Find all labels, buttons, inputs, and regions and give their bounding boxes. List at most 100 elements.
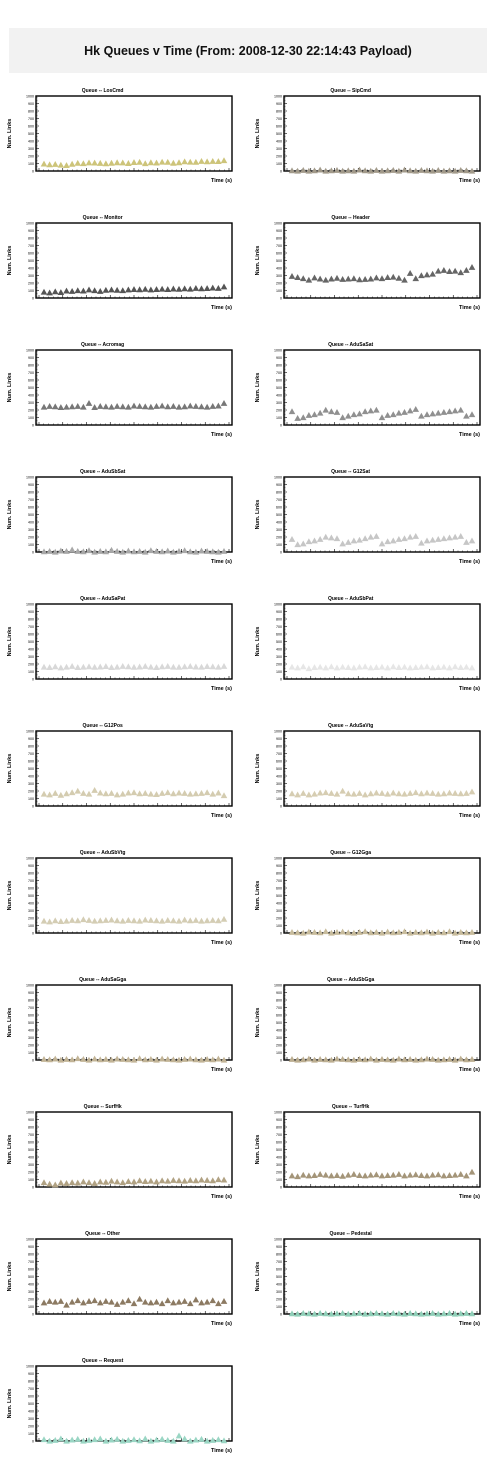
data-point-marker	[339, 928, 346, 935]
y-tick-label: 0	[32, 678, 34, 682]
y-tick-label: 0	[32, 297, 34, 301]
data-point-marker	[288, 167, 296, 174]
y-tick-label: 0	[280, 1186, 282, 1190]
data-point-marker	[102, 663, 110, 670]
data-point-marker	[40, 1299, 48, 1306]
y-tick-label: 200	[28, 536, 34, 540]
chart-title: Queue -- AduSaSat	[328, 342, 373, 348]
y-tick-label: 200	[276, 663, 282, 667]
data-point-marker	[294, 791, 301, 798]
data-point-marker	[175, 789, 183, 796]
y-tick-label: 900	[276, 991, 282, 995]
data-point-marker	[440, 266, 448, 273]
y-tick-label: 700	[28, 625, 34, 629]
chart-panel: Queue -- AduSaVtg Num. Links Time (s) 0 100 2…	[255, 723, 481, 819]
y-tick-label: 0	[32, 805, 34, 809]
data-point-marker	[147, 663, 155, 670]
data-point-marker	[96, 402, 104, 409]
data-point-marker	[344, 664, 352, 671]
data-point-marker	[170, 548, 177, 555]
data-point-marker	[305, 276, 313, 283]
chart-title: Queue -- AduSbPat	[328, 596, 374, 602]
data-point-marker	[344, 538, 352, 545]
data-point-marker	[339, 275, 346, 282]
data-point-marker	[51, 1181, 59, 1188]
data-point-marker	[389, 1309, 397, 1316]
data-point-marker	[361, 167, 369, 174]
data-point-marker	[51, 1055, 59, 1062]
data-point-marker	[220, 1437, 228, 1444]
y-tick-label: 400	[28, 1410, 34, 1414]
data-point-marker	[119, 662, 127, 669]
data-point-marker	[170, 1056, 177, 1063]
data-point-marker	[423, 1310, 431, 1317]
y-tick-label: 700	[28, 117, 34, 121]
x-axis-label: Time (s)	[459, 559, 480, 565]
data-point-marker	[209, 548, 217, 555]
data-point-marker	[158, 663, 166, 670]
y-tick-label: 800	[28, 1126, 34, 1130]
chart-title: Queue -- AduSaVtg	[328, 723, 373, 729]
data-point-marker	[401, 663, 408, 670]
data-point-marker	[294, 1056, 301, 1063]
y-tick-label: 700	[28, 371, 34, 375]
data-point-marker	[102, 160, 110, 167]
data-point-marker	[457, 790, 465, 797]
y-tick-label: 500	[28, 386, 34, 390]
data-point-marker	[80, 1437, 87, 1444]
data-point-marker	[220, 1176, 228, 1183]
data-point-marker	[299, 540, 307, 547]
data-point-marker	[215, 158, 222, 165]
y-tick-label: 200	[28, 155, 34, 159]
data-point-marker	[457, 532, 465, 539]
data-point-marker	[463, 1172, 470, 1179]
data-point-marker	[108, 1056, 115, 1063]
data-point-marker	[80, 160, 87, 167]
y-tick-label: 900	[28, 102, 34, 106]
y-tick-label: 0	[32, 170, 34, 174]
chart-title: Queue -- Monitor	[83, 215, 123, 221]
data-point-marker	[311, 1172, 318, 1179]
y-tick-label: 600	[276, 633, 282, 637]
data-point-marker	[85, 547, 93, 554]
chart-panel: Queue -- AduSaSat Num. Links Time (s) 0 100 2…	[255, 342, 481, 438]
data-point-marker	[130, 1436, 138, 1443]
data-point-marker	[311, 790, 318, 797]
y-tick-label: 100	[276, 797, 282, 801]
data-point-marker	[108, 1436, 115, 1443]
chart-title: Queue -- AduSbSat	[80, 469, 126, 475]
y-tick-label: 400	[28, 1156, 34, 1160]
data-point-marker	[130, 159, 138, 166]
data-point-marker	[333, 274, 341, 281]
data-point-marker	[125, 1056, 132, 1063]
data-point-marker	[102, 403, 110, 410]
data-point-marker	[215, 789, 222, 796]
y-axis-label: Num. Links	[255, 754, 261, 784]
data-point-marker	[113, 1178, 121, 1185]
data-point-marker	[74, 1179, 82, 1186]
data-point-marker	[68, 789, 76, 796]
data-point-marker	[468, 167, 476, 174]
data-point-marker	[299, 166, 307, 173]
plot-frame	[283, 857, 481, 934]
data-point-marker	[141, 662, 149, 669]
data-point-marker	[209, 1297, 217, 1304]
y-tick-label: 0	[32, 1059, 34, 1063]
data-point-marker	[311, 1310, 318, 1317]
data-point-marker	[192, 790, 200, 797]
data-point-marker	[136, 663, 143, 670]
chart-panel: Queue -- G12Sat Num. Links Time (s) 0 100 200…	[255, 469, 481, 565]
y-tick-label: 800	[28, 491, 34, 495]
data-point-marker	[125, 916, 132, 923]
data-point-marker	[215, 1300, 222, 1307]
y-tick-label: 500	[28, 1021, 34, 1025]
data-point-marker	[220, 547, 228, 554]
y-tick-label: 200	[28, 409, 34, 413]
data-point-marker	[74, 402, 82, 409]
data-point-marker	[288, 1310, 296, 1317]
chart-title: Queue -- AduSaGga	[79, 977, 126, 983]
y-tick-label: 700	[28, 1133, 34, 1137]
y-tick-label: 800	[276, 745, 282, 749]
data-point-marker	[175, 1177, 183, 1184]
y-tick-label: 1000	[274, 95, 282, 99]
